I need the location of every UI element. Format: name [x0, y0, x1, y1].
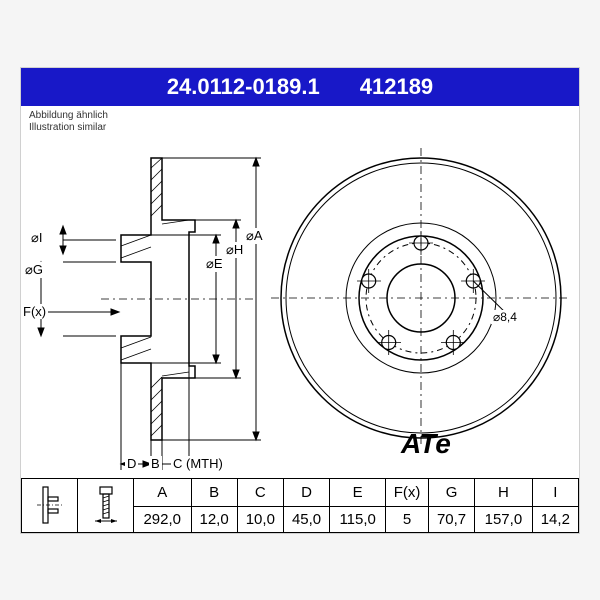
label-diaH: ⌀H [224, 242, 245, 258]
note-line-1: Abbildung ähnlich [29, 110, 571, 122]
diagram-svg [21, 138, 581, 478]
val-A: 292,0 [134, 506, 192, 532]
bolt-icon [78, 478, 134, 532]
col-I: I [532, 478, 578, 506]
val-B: 12,0 [191, 506, 237, 532]
disc-type-icon [22, 478, 78, 532]
col-G: G [428, 478, 474, 506]
label-diaA: ⌀A [244, 228, 265, 244]
label-B: B [149, 456, 162, 471]
label-diaG: ⌀G [23, 262, 45, 278]
val-D: 45,0 [283, 506, 329, 532]
label-diaI: ⌀I [29, 230, 44, 246]
short-code: 412189 [360, 74, 433, 100]
val-G: 70,7 [428, 506, 474, 532]
spec-card: 24.0112-0189.1 412189 Abbildung ähnlich … [20, 67, 580, 534]
val-H: 157,0 [475, 506, 533, 532]
col-C: C [237, 478, 283, 506]
col-D: D [283, 478, 329, 506]
label-D: D [125, 456, 138, 471]
label-hole: ⌀8,4 [491, 310, 519, 324]
similarity-note: Abbildung ähnlich Illustration similar [21, 106, 579, 138]
label-C: C (MTH) [171, 456, 225, 471]
val-I: 14,2 [532, 506, 578, 532]
val-C: 10,0 [237, 506, 283, 532]
header-bar: 24.0112-0189.1 412189 [21, 68, 579, 106]
table-header-row: A B C D E F(x) G H I [22, 478, 579, 506]
val-F: 5 [386, 506, 429, 532]
brand-logo: ATe [401, 428, 451, 460]
dimension-table: A B C D E F(x) G H I 292,0 12,0 10,0 45,… [21, 478, 579, 533]
col-A: A [134, 478, 192, 506]
label-diaE: ⌀E [204, 256, 225, 272]
label-F: F(x) [21, 304, 48, 319]
note-line-2: Illustration similar [29, 122, 571, 134]
col-E: E [330, 478, 386, 506]
col-H: H [475, 478, 533, 506]
part-number: 24.0112-0189.1 [167, 74, 320, 100]
col-B: B [191, 478, 237, 506]
val-E: 115,0 [330, 506, 386, 532]
col-F: F(x) [386, 478, 429, 506]
technical-diagram: ⌀I ⌀G ⌀E ⌀H ⌀A F(x) D B C (MTH) ⌀8,4 ATe [21, 138, 581, 478]
